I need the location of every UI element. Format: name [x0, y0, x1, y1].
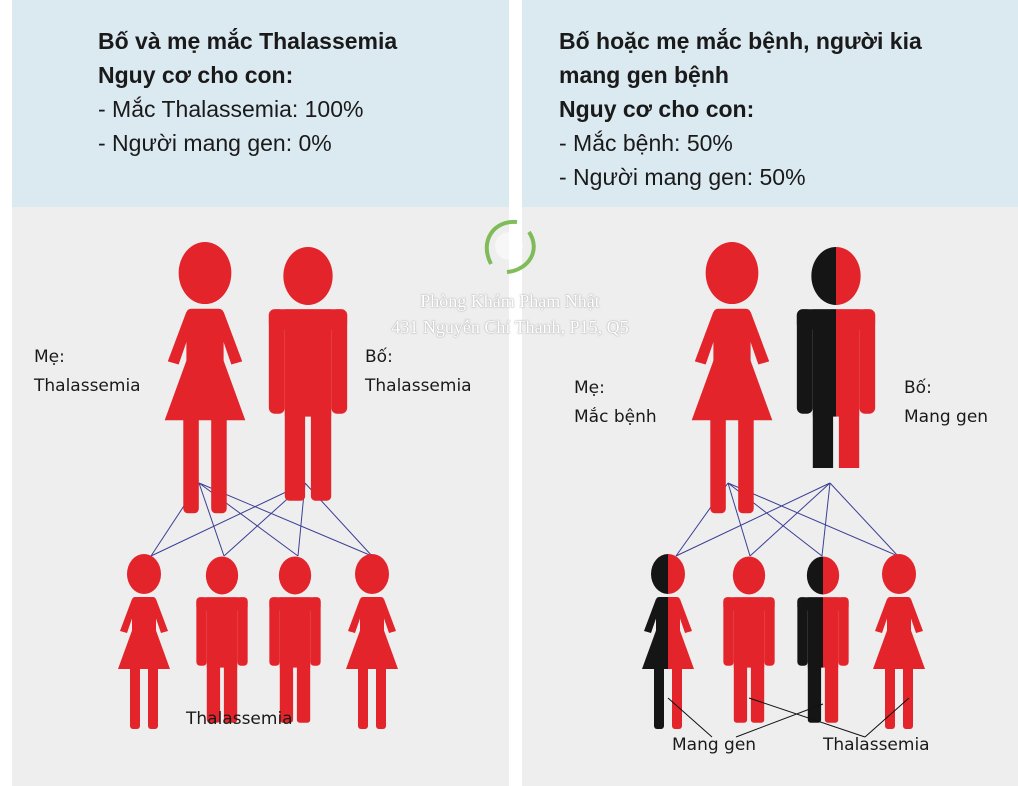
- left-father-label-line-2: Thalassemia: [365, 376, 472, 396]
- right-child-4-disease-female-icon: [873, 554, 925, 729]
- left-mother-figure-icon: [164, 242, 246, 514]
- right-header-text: Bố hoặc mẹ mắc bệnh, người kia mang gen …: [559, 24, 922, 194]
- right-inheritance-lines: [675, 482, 899, 557]
- left-header-text: Bố và mẹ mắc Thalassemia Nguy cơ cho con…: [98, 24, 397, 160]
- left-father-label-line-1: Bố:: [365, 347, 393, 367]
- right-carrier-label: Mang gen: [672, 735, 757, 755]
- right-father-label-line-1: Bố:: [904, 378, 932, 398]
- right-child-3-carrier-male-icon: [797, 556, 849, 723]
- left-child-1-female-icon: [118, 554, 170, 729]
- left-mother-label-line-2: Thalassemia: [34, 376, 141, 396]
- right-risk-2: - Người mang gen: 50%: [559, 164, 806, 190]
- right-title-line-2: mang gen bệnh: [559, 62, 729, 88]
- left-risk-heading: Nguy cơ cho con:: [98, 62, 294, 88]
- left-mother-label: Mẹ: Thalassemia: [34, 343, 141, 401]
- right-risk-heading: Nguy cơ cho con:: [559, 96, 755, 122]
- right-mother-label-line-1: Mẹ:: [574, 378, 605, 398]
- right-child-2-disease-male-icon: [723, 556, 775, 723]
- left-father-label: Bố: Thalassemia: [365, 343, 472, 401]
- left-child-4-female-icon: [346, 554, 398, 729]
- right-father-label: Bố: Mang gen: [904, 374, 988, 432]
- right-panel: Bố hoặc mẹ mắc bệnh, người kia mang gen …: [522, 0, 1018, 786]
- watermark-line-1: Phòng Khám Phạm Nhật: [420, 291, 600, 311]
- right-mother-label-line-2: Mắc bệnh: [574, 407, 657, 427]
- left-title: Bố và mẹ mắc Thalassemia: [98, 28, 398, 54]
- left-risk-2: - Người mang gen: 0%: [98, 130, 332, 156]
- right-mother-figure-icon: [691, 242, 773, 514]
- left-father-figure-icon: [268, 246, 348, 501]
- left-child-2-male-icon: [196, 556, 248, 723]
- right-mother-label: Mẹ: Mắc bệnh: [574, 374, 657, 432]
- clinic-logo-icon: [484, 219, 536, 274]
- right-father-carrier-figure-icon: [796, 246, 876, 468]
- left-inheritance-lines: [150, 482, 373, 557]
- left-risk-1: - Mắc Thalassemia: 100%: [98, 96, 364, 122]
- left-header: Bố và mẹ mắc Thalassemia Nguy cơ cho con…: [12, 0, 509, 207]
- right-disease-label: Thalassemia: [823, 735, 930, 755]
- left-children-label: Thalassemia: [186, 709, 293, 729]
- watermark-line-2: 431 Nguyễn Chí Thanh, P15, Q5: [391, 317, 629, 337]
- watermark: Phòng Khám Phạm Nhật 431 Nguyễn Chí Than…: [360, 288, 660, 340]
- right-risk-1: - Mắc bệnh: 50%: [559, 130, 733, 156]
- right-child-1-carrier-female-icon: [642, 554, 694, 729]
- right-header: Bố hoặc mẹ mắc bệnh, người kia mang gen …: [522, 0, 1018, 207]
- right-label-pointers: [667, 697, 910, 738]
- left-mother-label-line-1: Mẹ:: [34, 347, 65, 367]
- right-title-line-1: Bố hoặc mẹ mắc bệnh, người kia: [559, 28, 922, 54]
- left-child-3-male-icon: [269, 556, 321, 723]
- right-father-label-line-2: Mang gen: [904, 407, 989, 427]
- left-panel: Bố và mẹ mắc Thalassemia Nguy cơ cho con…: [12, 0, 509, 786]
